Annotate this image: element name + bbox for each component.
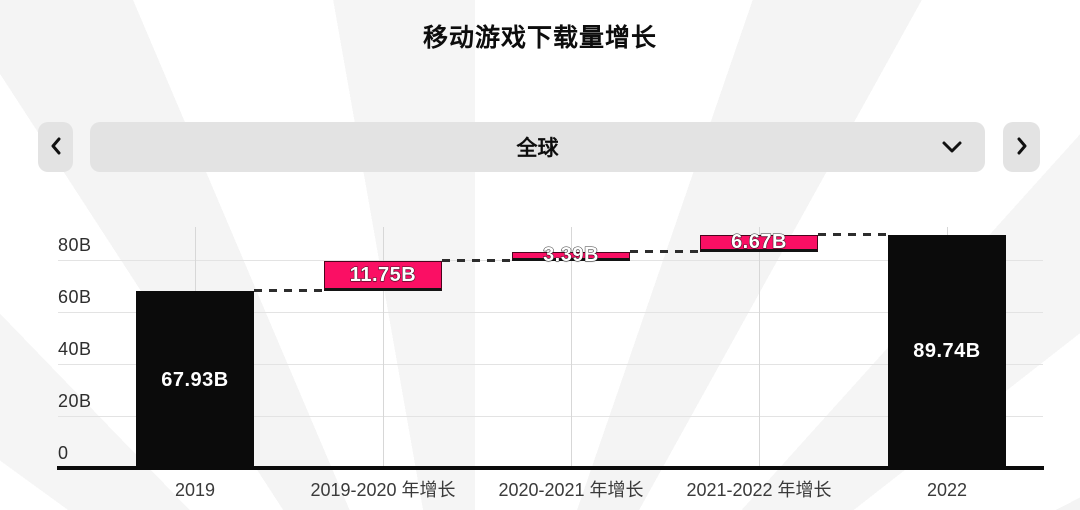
- y-axis-tick-label: 40B: [58, 339, 92, 359]
- y-axis-tick-label: 80B: [58, 235, 92, 255]
- waterfall-bar-2022[interactable]: 89.74B: [888, 234, 1006, 468]
- connector-dashed-line: [254, 289, 324, 293]
- waterfall-bar-2019-2020-年增长[interactable]: 11.75B: [324, 260, 442, 292]
- y-axis-tick-label: 20B: [58, 391, 92, 411]
- bar-value-label: 11.75B: [349, 264, 417, 287]
- connector-dashed-line: [630, 250, 700, 254]
- bar-value-label: 67.93B: [161, 368, 229, 391]
- x-axis-category-label: 2019-2020 年增长: [310, 480, 456, 500]
- y-axis-tick-label: 0: [58, 443, 69, 463]
- waterfall-bar-2020-2021-年增长[interactable]: 3.39B: [512, 245, 630, 266]
- connector-dashed-line: [442, 258, 512, 262]
- waterfall-bar-2019[interactable]: 67.93B: [136, 291, 254, 468]
- bar-value-label: 6.67B: [731, 231, 787, 254]
- gridline-vertical: [759, 227, 760, 468]
- bar-value-label: 3.39B: [543, 244, 599, 267]
- x-axis-category-label: 2020-2021 年增长: [498, 480, 644, 500]
- x-axis-category-label: 2022: [926, 480, 968, 500]
- x-axis-category-label: 2019: [174, 480, 216, 500]
- connector-dashed-line: [818, 232, 888, 236]
- x-axis-category-label: 2021-2022 年增长: [686, 480, 832, 500]
- bar-value-label: 89.74B: [913, 340, 981, 363]
- y-axis-tick-label: 60B: [58, 287, 92, 307]
- waterfall-bar-2021-2022-年增长[interactable]: 6.67B: [700, 231, 818, 254]
